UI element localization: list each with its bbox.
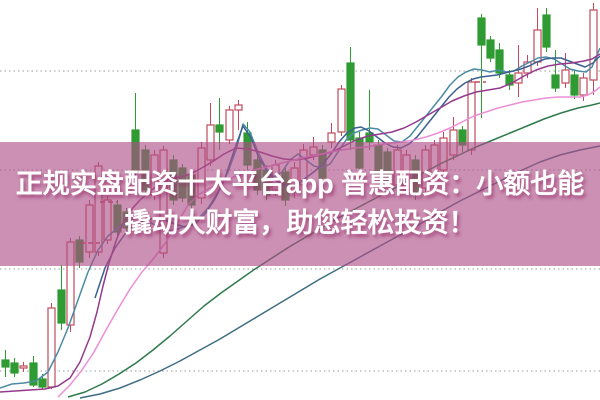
candle-down [38, 378, 47, 388]
candle-down [346, 62, 355, 141]
candle-up [225, 109, 234, 141]
candle-down [29, 362, 38, 386]
candle-down [570, 74, 579, 96]
candle-down [215, 124, 224, 133]
candle-up [579, 77, 588, 96]
candle-up [337, 88, 346, 133]
candle-down [542, 14, 551, 48]
promo-text-line2: 撬动大财富，助您轻松投资！ [124, 207, 476, 238]
promo-text-line1: 正规实盘配资十大平台app 普惠配资：小额也能 [15, 169, 585, 200]
candle-down [505, 74, 514, 86]
candle-down [495, 49, 504, 74]
candle-up [234, 104, 243, 111]
candle-down [57, 289, 66, 324]
candle-up [327, 132, 336, 143]
candle-up [561, 69, 570, 84]
candle-up [589, 9, 598, 81]
candle-up [19, 365, 28, 369]
candle-up [47, 307, 56, 388]
candle-down [486, 39, 495, 59]
candle-down [1, 359, 10, 368]
candle-down [365, 132, 374, 143]
promo-banner: 正规实盘配资十大平台app 普惠配资：小额也能 撬动大财富，助您轻松投资！ [0, 142, 600, 266]
candle-down [551, 74, 560, 89]
candle-down [477, 17, 486, 46]
candle-down [10, 362, 19, 374]
